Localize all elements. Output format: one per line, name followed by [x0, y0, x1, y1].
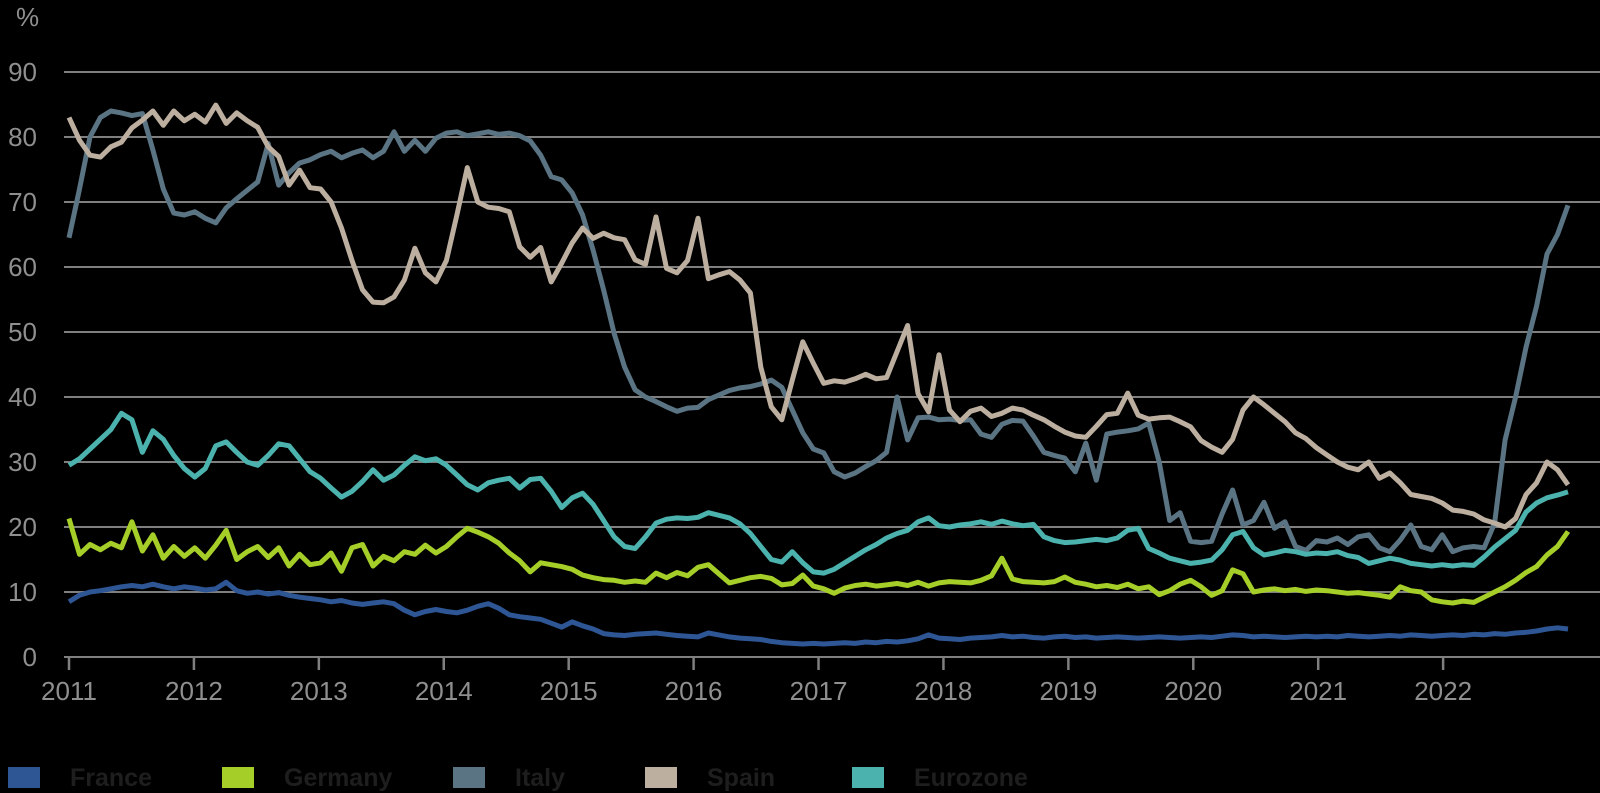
- x-axis-tick-label: 2019: [1039, 676, 1097, 706]
- y-axis-tick-label: 30: [8, 447, 37, 477]
- x-axis-tick-label: 2013: [290, 676, 348, 706]
- legend-label: France: [70, 764, 152, 792]
- legend-swatch-germany: [222, 767, 254, 788]
- chart-legend: France Germany Italy Spain Eurozone: [0, 764, 1600, 793]
- x-axis-tick-label: 2021: [1289, 676, 1347, 706]
- x-axis-tick-label: 2012: [165, 676, 223, 706]
- series-line-france: [67, 579, 1569, 647]
- y-axis-tick-label: 10: [8, 577, 37, 607]
- legend-swatch-france: [8, 767, 40, 788]
- x-axis-tick-label: 2014: [415, 676, 473, 706]
- y-axis-tick-label: 70: [8, 187, 37, 217]
- x-axis-tick-label: 2018: [915, 676, 973, 706]
- y-axis-tick-label: 0: [23, 642, 37, 672]
- legend-label: Spain: [707, 764, 776, 792]
- legend-label: Germany: [284, 764, 393, 792]
- x-axis-tick-label: 2022: [1414, 676, 1472, 706]
- y-axis-tick-label: 90: [8, 57, 37, 87]
- x-axis-tick-label: 2015: [540, 676, 598, 706]
- x-axis-tick-label: 2016: [665, 676, 723, 706]
- y-axis-tick-label: 80: [8, 122, 37, 152]
- x-axis-tick-label: 2020: [1164, 676, 1222, 706]
- x-axis-tick-label: 2017: [790, 676, 848, 706]
- y-axis-tick-label: 50: [8, 317, 37, 347]
- legend-swatch-eurozone: [852, 767, 884, 788]
- series-line-germany: [66, 517, 1571, 606]
- y-axis-tick-label: 20: [8, 512, 37, 542]
- y-axis-tick-label: 60: [8, 252, 37, 282]
- series-line-spain: [66, 102, 1571, 530]
- y-axis-unit-label: %: [16, 2, 40, 32]
- series-line-italy: [66, 108, 1571, 555]
- legend-swatch-italy: [453, 767, 485, 788]
- legend-label: Eurozone: [914, 764, 1028, 792]
- x-axis-tick-label: 2011: [41, 676, 97, 706]
- legend-swatch-spain: [645, 767, 677, 788]
- legend-label: Italy: [515, 764, 566, 792]
- series-line-eurozone: [67, 410, 1569, 576]
- y-axis-tick-label: 40: [8, 382, 37, 412]
